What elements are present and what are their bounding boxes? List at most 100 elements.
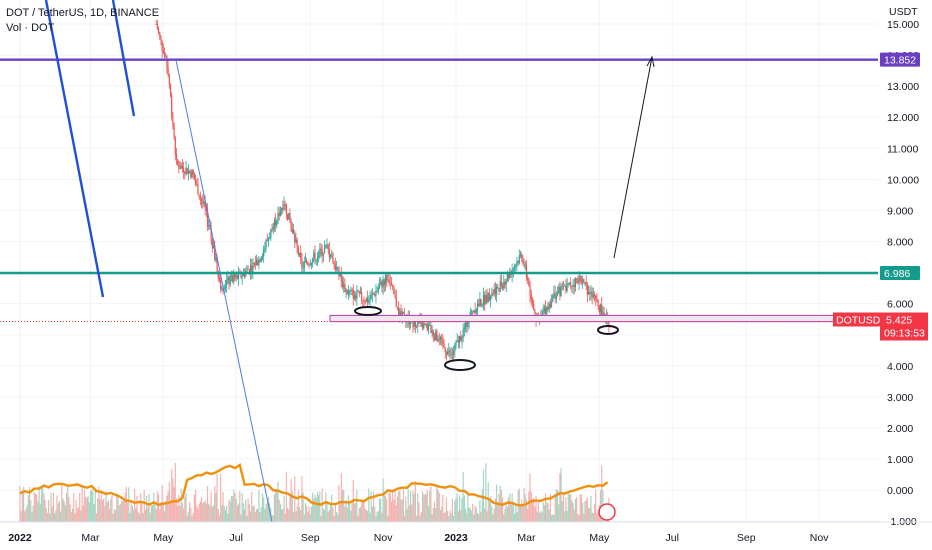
volume-bar [114,510,117,522]
x-tick-label: Sep [737,532,756,544]
candle-body [479,299,481,307]
volume-bar [135,507,137,522]
candle-body [559,286,561,297]
volume-bar [476,512,479,522]
volume-bar [173,487,175,522]
volume-bar [328,509,330,522]
candle-body [547,306,549,310]
volume-bar [125,486,127,522]
volume-bar [136,495,138,522]
volume-bar [548,509,550,522]
volume-bar [169,500,172,522]
candle-body [383,279,385,286]
volume-bar [413,493,415,522]
volume-bar [112,513,114,522]
volume-bar [472,503,474,522]
volume-bar [451,498,454,522]
volume-bar [349,501,351,522]
volume-bar [458,495,461,522]
candle-body [155,24,157,25]
volume-bar [592,512,594,522]
volume-bar [143,490,145,522]
y-tick-label: 9.000 [887,205,913,217]
volume-bar [214,486,216,522]
x-tick-label: 2023 [444,532,468,544]
volume-bar [141,502,143,522]
candle-body [417,321,419,327]
volume-bar [426,489,428,522]
volume-bar [74,512,76,522]
candle-body [247,268,249,270]
candle-body [522,258,524,264]
volume-bar [481,489,483,522]
candle-body [571,286,573,288]
candle-body [189,170,191,172]
candle-body [174,137,176,155]
candle-body [162,50,164,53]
volume-bar [253,505,255,522]
candle-body [266,240,268,242]
candle-body [543,307,545,311]
candle-body [186,167,188,174]
candle-body [204,201,206,209]
candle-body [421,321,424,329]
candle-body [341,281,344,288]
volume-bar [540,511,542,522]
volume-bar [77,507,80,522]
volume-bar [92,490,94,522]
volume-bar [252,506,254,522]
volume-bar [507,497,510,522]
volume-bar [215,492,217,522]
volume-bar [554,493,556,522]
candle-body [234,273,236,278]
volume-bar [521,499,523,522]
y-tick-label: 15.000 [887,19,919,31]
candle-body [445,352,448,355]
volume-bar [547,503,549,522]
volume-bar [530,491,532,522]
candle-body [345,290,347,292]
volume-bar [445,497,448,522]
candle-body [426,323,428,330]
candle-body [314,252,316,261]
volume-bar [584,501,586,522]
volume-bar [576,497,578,522]
candle-body [196,183,198,185]
volume-bar [93,504,95,522]
candle-body [475,309,477,313]
volume-bar [522,506,524,522]
candle-body [332,254,334,263]
candle-body [368,300,370,303]
volume-bar [405,496,407,522]
volume-bar [582,502,584,522]
candle-body [380,281,382,285]
volume-bar [423,494,425,522]
volume-bar [62,498,64,522]
candle-body [392,284,394,287]
volume-bar [24,511,26,522]
volume-bar [137,512,139,522]
volume-bar [599,489,602,522]
volume-bar [57,503,59,522]
y-axis-unit: USDT [889,6,918,18]
volume-bar [343,489,345,522]
volume-bar [449,510,451,522]
volume-bar [40,487,43,522]
volume-bar [322,508,325,522]
level-tag [880,52,920,67]
candle-body [369,299,371,301]
candle-body [172,115,174,126]
volume-bar [103,498,105,522]
candle-body [570,282,572,287]
candle-body [433,335,436,340]
candle-body [506,273,508,281]
volume-bar [596,513,598,522]
volume-bar [340,472,342,522]
volume-bar [583,513,585,522]
candle-body [210,229,212,240]
candle-body [367,298,369,303]
volume-bar [134,488,136,522]
